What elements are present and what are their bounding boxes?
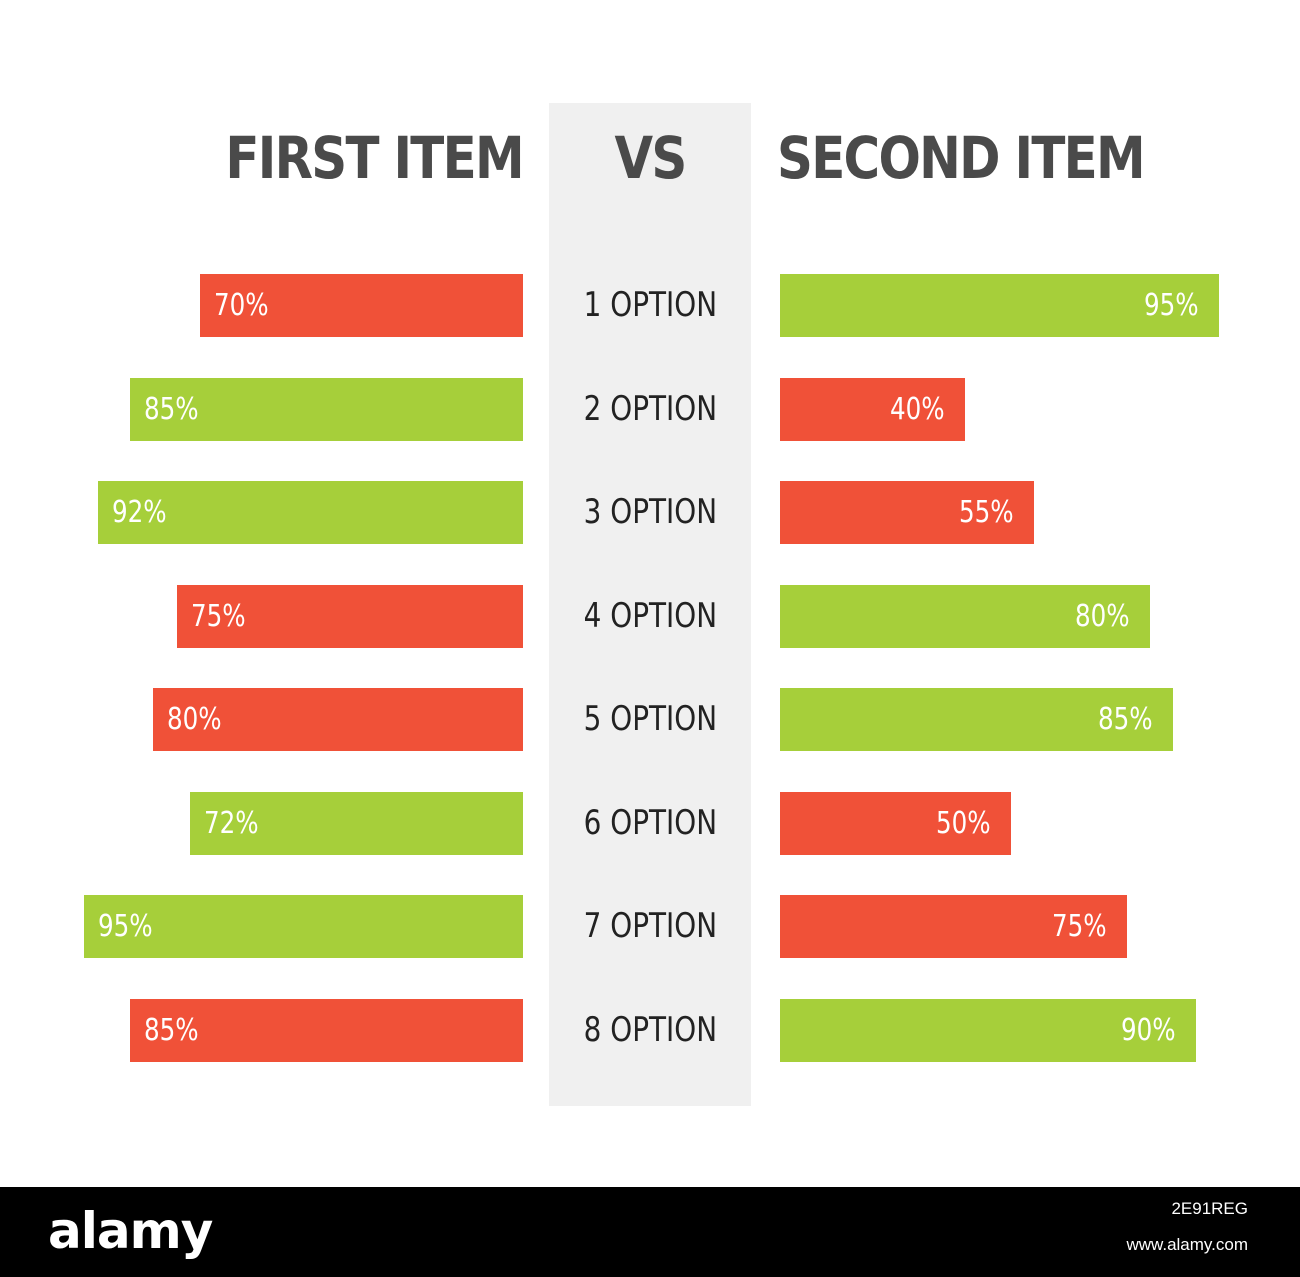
option-label: 7 OPTION bbox=[583, 906, 717, 946]
bar-value-label: 72% bbox=[204, 805, 260, 841]
second-item-bar: 75% bbox=[780, 895, 1127, 958]
option-label: 2 OPTION bbox=[583, 388, 717, 429]
first-item-bar: 75% bbox=[176, 584, 523, 648]
first-item-title: FIRST ITEM bbox=[225, 124, 525, 192]
second-item-bar: 50% bbox=[780, 791, 1011, 855]
bar-value-label: 40% bbox=[890, 391, 945, 427]
first-item-bar: 85% bbox=[130, 998, 523, 1062]
first-item-bar: 72% bbox=[190, 791, 523, 855]
second-item-bar: 85% bbox=[780, 688, 1173, 751]
second-item-bar: 90% bbox=[780, 998, 1196, 1062]
bar-value-label: 55% bbox=[959, 495, 1015, 530]
option-label: 4 OPTION bbox=[583, 595, 717, 636]
first-item-bar: 92% bbox=[97, 481, 523, 544]
second-item-bar: 55% bbox=[780, 481, 1035, 544]
second-item-bar: 80% bbox=[780, 584, 1150, 648]
bar-value-label: 92% bbox=[111, 495, 167, 530]
alamy-logo: alamy bbox=[48, 1202, 213, 1260]
bar-value-label: 95% bbox=[1144, 288, 1199, 323]
bar-value-label: 85% bbox=[144, 1012, 199, 1048]
first-item-bar: 85% bbox=[130, 377, 523, 441]
comparison-chart: FIRST ITEM VS SECOND ITEM 1 OPTION 70% 95%… bbox=[84, 103, 1219, 1106]
bar-value-label: 80% bbox=[1074, 598, 1130, 634]
watermark-footer: alamy 2E91REG www.alamy.com bbox=[0, 1187, 1300, 1277]
image-id: 2E91REG bbox=[1171, 1199, 1248, 1218]
bar-value-label: 70% bbox=[213, 288, 269, 323]
second-item-bar: 40% bbox=[780, 377, 965, 441]
second-item-bar: 95% bbox=[780, 274, 1219, 337]
first-item-bar: 95% bbox=[84, 895, 523, 958]
bar-value-label: 75% bbox=[1051, 909, 1107, 944]
bar-value-label: 50% bbox=[936, 805, 991, 841]
bar-value-label: 90% bbox=[1121, 1012, 1176, 1048]
option-label: 6 OPTION bbox=[583, 802, 717, 843]
option-label: 5 OPTION bbox=[583, 699, 717, 739]
center-band bbox=[549, 103, 751, 1106]
footer-url: www.alamy.com bbox=[1126, 1235, 1248, 1254]
bar-value-label: 85% bbox=[144, 391, 199, 427]
first-item-bar: 80% bbox=[153, 688, 523, 751]
vs-title: VS bbox=[614, 124, 687, 192]
first-item-bar: 70% bbox=[199, 274, 523, 337]
option-label: 8 OPTION bbox=[583, 1009, 717, 1050]
bar-value-label: 95% bbox=[98, 909, 153, 944]
second-item-title: SECOND ITEM bbox=[777, 124, 1146, 192]
option-label: 1 OPTION bbox=[583, 285, 717, 325]
option-label: 3 OPTION bbox=[583, 492, 717, 532]
bar-value-label: 75% bbox=[190, 598, 246, 634]
bar-value-label: 85% bbox=[1098, 702, 1153, 737]
bar-value-label: 80% bbox=[167, 702, 223, 737]
